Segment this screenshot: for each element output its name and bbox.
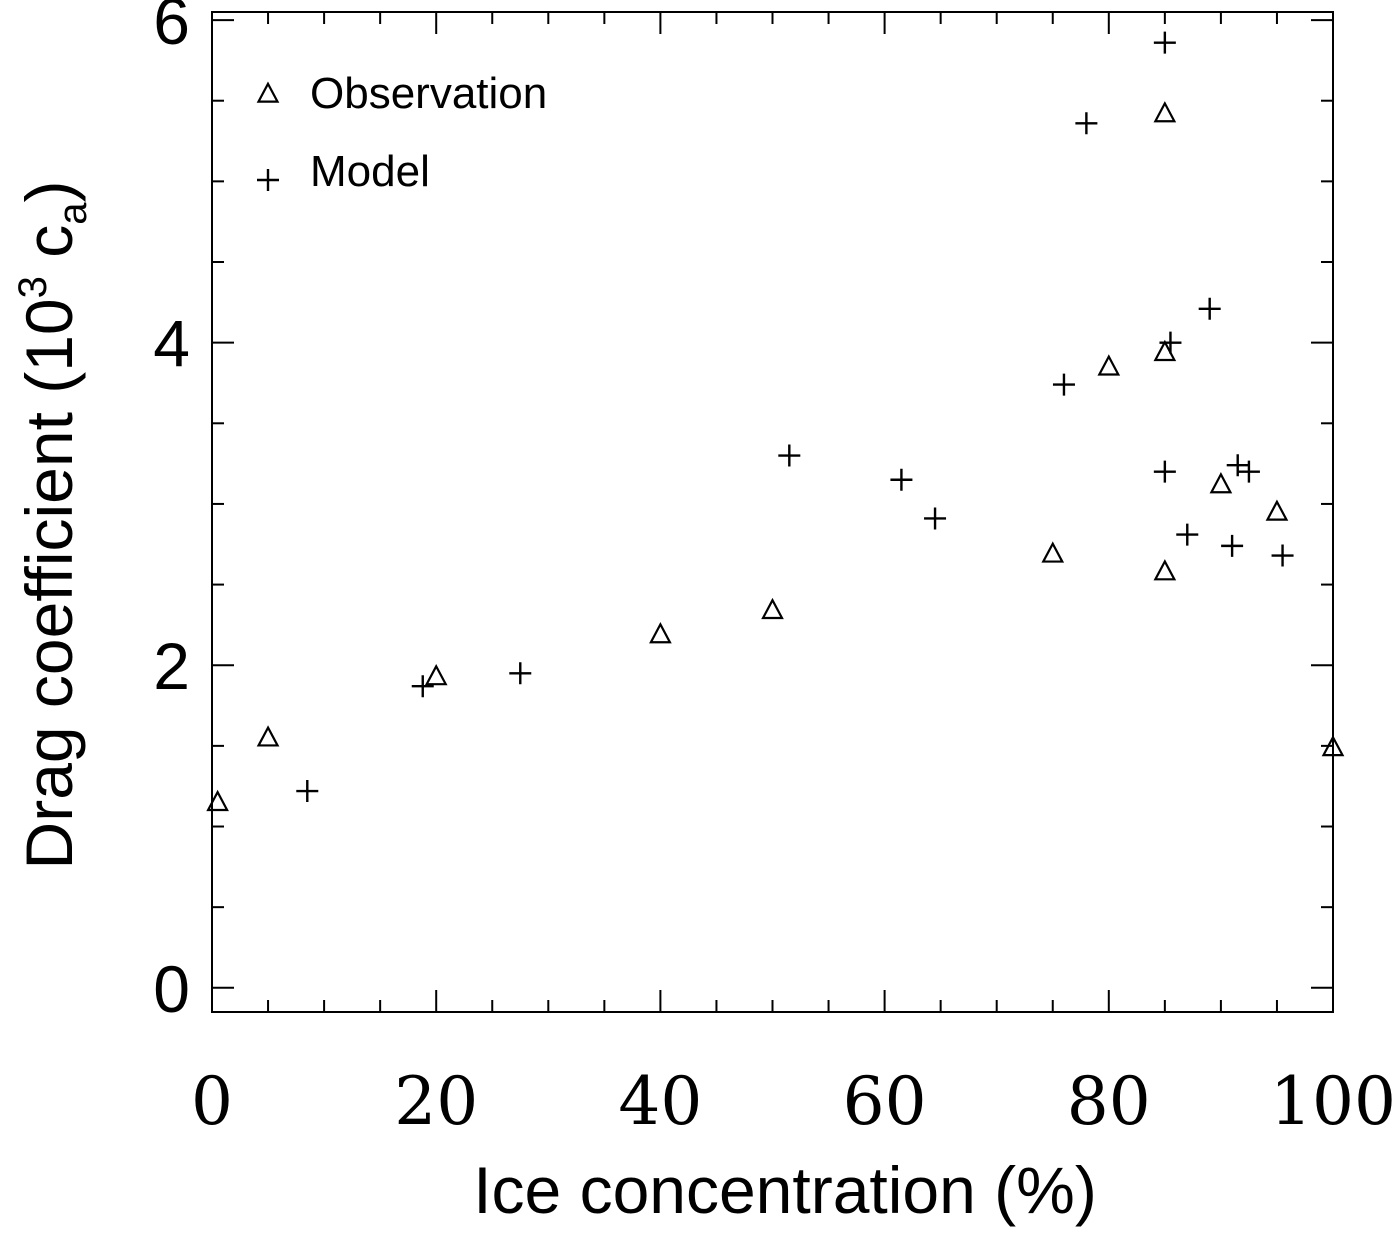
y-tick-label: 6 [153, 0, 190, 58]
observation-point [1209, 472, 1233, 494]
legend-plus-marker [257, 169, 279, 191]
x-tick-label: 0 [191, 1063, 233, 1140]
model-point [1153, 460, 1176, 483]
observation-point [1153, 101, 1177, 123]
observation-point [1265, 499, 1289, 521]
model-point [1153, 31, 1176, 54]
observation-point [1321, 734, 1345, 757]
y-axis-title-subscript: a [51, 202, 95, 225]
y-tick-label: 2 [153, 629, 190, 703]
legend-label-observation: Observation [310, 69, 547, 118]
observation-point [1153, 559, 1177, 581]
model-point [890, 468, 913, 491]
legend-label-model: Model [310, 147, 430, 196]
observation-point [761, 597, 784, 620]
tick-labels: 0 20 40 60 80 100 0 2 4 6 [153, 0, 1396, 1140]
data-points [206, 31, 1345, 812]
y-tick-label: 4 [153, 307, 190, 381]
y-tick-label: 0 [153, 952, 190, 1026]
model-point [1052, 373, 1075, 396]
observation-point [1041, 541, 1065, 563]
tick-marks [211, 12, 1334, 1012]
legend: Observation Model [256, 69, 547, 196]
model-point [509, 662, 532, 685]
model-point [296, 780, 319, 803]
series-observation [206, 101, 1345, 812]
x-tick-label: 100 [1270, 1063, 1396, 1140]
model-point [1226, 454, 1249, 477]
y-axis-title: Drag coefficient (103 ca) [11, 181, 95, 870]
model-point [1075, 112, 1098, 135]
model-point [1198, 297, 1221, 320]
y-axis-title-superscript: 3 [11, 276, 55, 298]
model-point [778, 444, 801, 467]
observation-point [256, 725, 280, 747]
model-point [1271, 544, 1294, 567]
legend-triangle-marker [256, 81, 280, 103]
observation-point [649, 622, 672, 644]
x-tick-label: 60 [843, 1063, 927, 1140]
observation-point [206, 789, 229, 812]
observation-point [1097, 354, 1121, 376]
x-tick-label: 40 [618, 1063, 702, 1140]
y-axis-title-close: ) [12, 181, 86, 203]
model-point [1237, 460, 1260, 483]
model-point [924, 507, 947, 530]
series-model [296, 31, 1294, 803]
model-point [1176, 523, 1199, 546]
y-axis-title-main: Drag coefficient (10 [12, 298, 86, 869]
model-point [411, 675, 434, 698]
model-point [1159, 331, 1182, 354]
y-axis-title-c: c [12, 225, 86, 276]
x-tick-label: 20 [394, 1063, 478, 1140]
x-tick-label: 80 [1067, 1063, 1151, 1140]
model-point [1221, 534, 1244, 557]
x-axis-title: Ice concentration (%) [473, 1153, 1097, 1227]
observation-point [424, 663, 448, 686]
